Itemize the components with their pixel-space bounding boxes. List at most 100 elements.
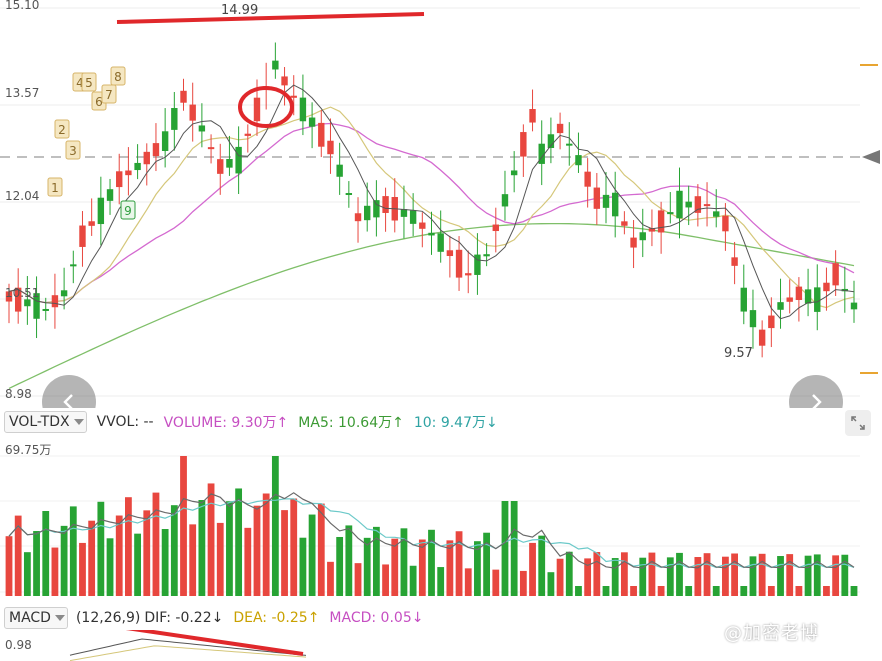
volume-ma5-line xyxy=(8,492,855,569)
y-label-4: 10.51 xyxy=(5,286,40,300)
volume-bar xyxy=(740,586,748,596)
volume-bar xyxy=(106,538,114,596)
volume-bar xyxy=(418,539,426,596)
volume-bar xyxy=(703,553,711,596)
candle-body xyxy=(226,158,233,168)
chevron-down-icon xyxy=(73,419,84,425)
signal-marker xyxy=(101,84,117,104)
signal-marker-label: 1 xyxy=(51,181,59,195)
candle-body xyxy=(42,308,49,311)
volume-indicator-bar: VOL-TDX VVOL: -- VOLUME: 9.30万↑ MA5: 10.… xyxy=(0,408,882,436)
candle-body xyxy=(60,290,68,297)
volume-bar xyxy=(464,568,472,596)
y-label-3: 12.04 xyxy=(5,189,40,203)
volume-bar xyxy=(372,526,380,596)
high-price-label: 14.99 xyxy=(221,3,259,18)
volume-bar xyxy=(428,529,435,596)
y-label-2: 13.57 xyxy=(5,86,40,100)
signal-marker-label: 8 xyxy=(114,70,122,84)
candle-body xyxy=(455,249,463,278)
candle-body xyxy=(281,76,288,86)
buy-sell-markers: 1 23 4 56 78 9 xyxy=(47,66,136,220)
volume-bar xyxy=(198,500,206,596)
candle-body xyxy=(556,123,564,134)
candle-body xyxy=(51,295,59,308)
candle-body xyxy=(272,60,279,70)
volume-bar xyxy=(648,552,656,596)
low-price-label: 9.57 xyxy=(724,346,753,361)
volume-bar xyxy=(795,586,803,596)
volume-bar xyxy=(33,531,40,596)
vol-ma10-polyline xyxy=(8,498,855,569)
volume-bar xyxy=(23,552,31,596)
candle-body xyxy=(235,146,242,174)
price-chart[interactable]: 1 23 4 56 78 9 xyxy=(0,0,882,404)
candle-body xyxy=(318,122,325,147)
signal-marker-label: 5 xyxy=(85,76,93,90)
candle-body xyxy=(777,302,784,310)
volume-bar xyxy=(79,542,86,596)
volume-bar xyxy=(152,492,160,596)
volume-bar xyxy=(115,515,123,596)
volume-bar xyxy=(437,567,445,596)
candle-body xyxy=(161,131,169,151)
candle-body xyxy=(419,222,426,229)
volume-bar xyxy=(538,535,546,596)
volume-bar xyxy=(492,569,500,596)
candle-body xyxy=(520,132,527,157)
volume-bar xyxy=(611,558,619,596)
macd-chart[interactable] xyxy=(0,630,882,661)
candle-body xyxy=(198,125,206,132)
candle-body xyxy=(639,232,646,241)
volume-bar xyxy=(290,498,298,596)
candle-body xyxy=(125,170,132,176)
candle-body xyxy=(116,171,123,188)
candle-body xyxy=(731,257,738,266)
y-label-bottom: 8.98 xyxy=(5,387,32,401)
volume-bar xyxy=(409,565,417,596)
volume-bar xyxy=(253,505,261,596)
volume-bar xyxy=(519,570,527,596)
volume-bar xyxy=(354,563,362,596)
volume-indicator-select[interactable]: VOL-TDX xyxy=(4,411,87,433)
volume-bar xyxy=(676,552,683,596)
candle-body xyxy=(667,212,674,215)
volume-text: VOLUME: 9.30万↑ xyxy=(163,415,289,431)
ma5-line xyxy=(8,84,855,320)
volume-chart[interactable] xyxy=(0,436,882,602)
ma20-line xyxy=(8,122,855,304)
candle-body xyxy=(373,200,380,218)
candle-body xyxy=(134,162,141,171)
candle-body xyxy=(5,291,13,302)
macd-indicator-select[interactable]: MACD xyxy=(4,607,68,629)
candle-body xyxy=(850,302,858,310)
candle-body xyxy=(538,143,545,164)
candle-body xyxy=(694,196,702,213)
volume-bar xyxy=(593,552,601,596)
volume-bar xyxy=(5,536,13,596)
macd-dif-line xyxy=(69,638,307,656)
candle-body xyxy=(786,297,793,302)
candle-body xyxy=(299,97,307,122)
volume-bar xyxy=(170,505,178,596)
volume-bar xyxy=(620,552,628,596)
volume-bar xyxy=(455,531,463,596)
signal-marker-label: 7 xyxy=(105,88,113,102)
macd-params: (12,26,9) xyxy=(75,610,141,626)
volume-bar xyxy=(657,586,665,596)
candle-body xyxy=(88,221,95,226)
annotations xyxy=(116,12,425,128)
macd-annotation-line xyxy=(125,630,304,656)
dea-text: DEA: -0.25↑ xyxy=(233,610,320,626)
chevron-left-icon xyxy=(63,394,73,410)
candle-body xyxy=(70,264,77,267)
candle-body xyxy=(823,282,830,292)
volume-bar xyxy=(722,556,729,596)
candle-body xyxy=(409,210,417,224)
signal-marker-label: 4 xyxy=(76,76,84,90)
volume-bar xyxy=(565,551,573,596)
volume-bar xyxy=(161,529,169,596)
expand-button[interactable] xyxy=(845,410,871,436)
candle-body xyxy=(648,228,656,232)
volume-bar xyxy=(749,556,757,596)
